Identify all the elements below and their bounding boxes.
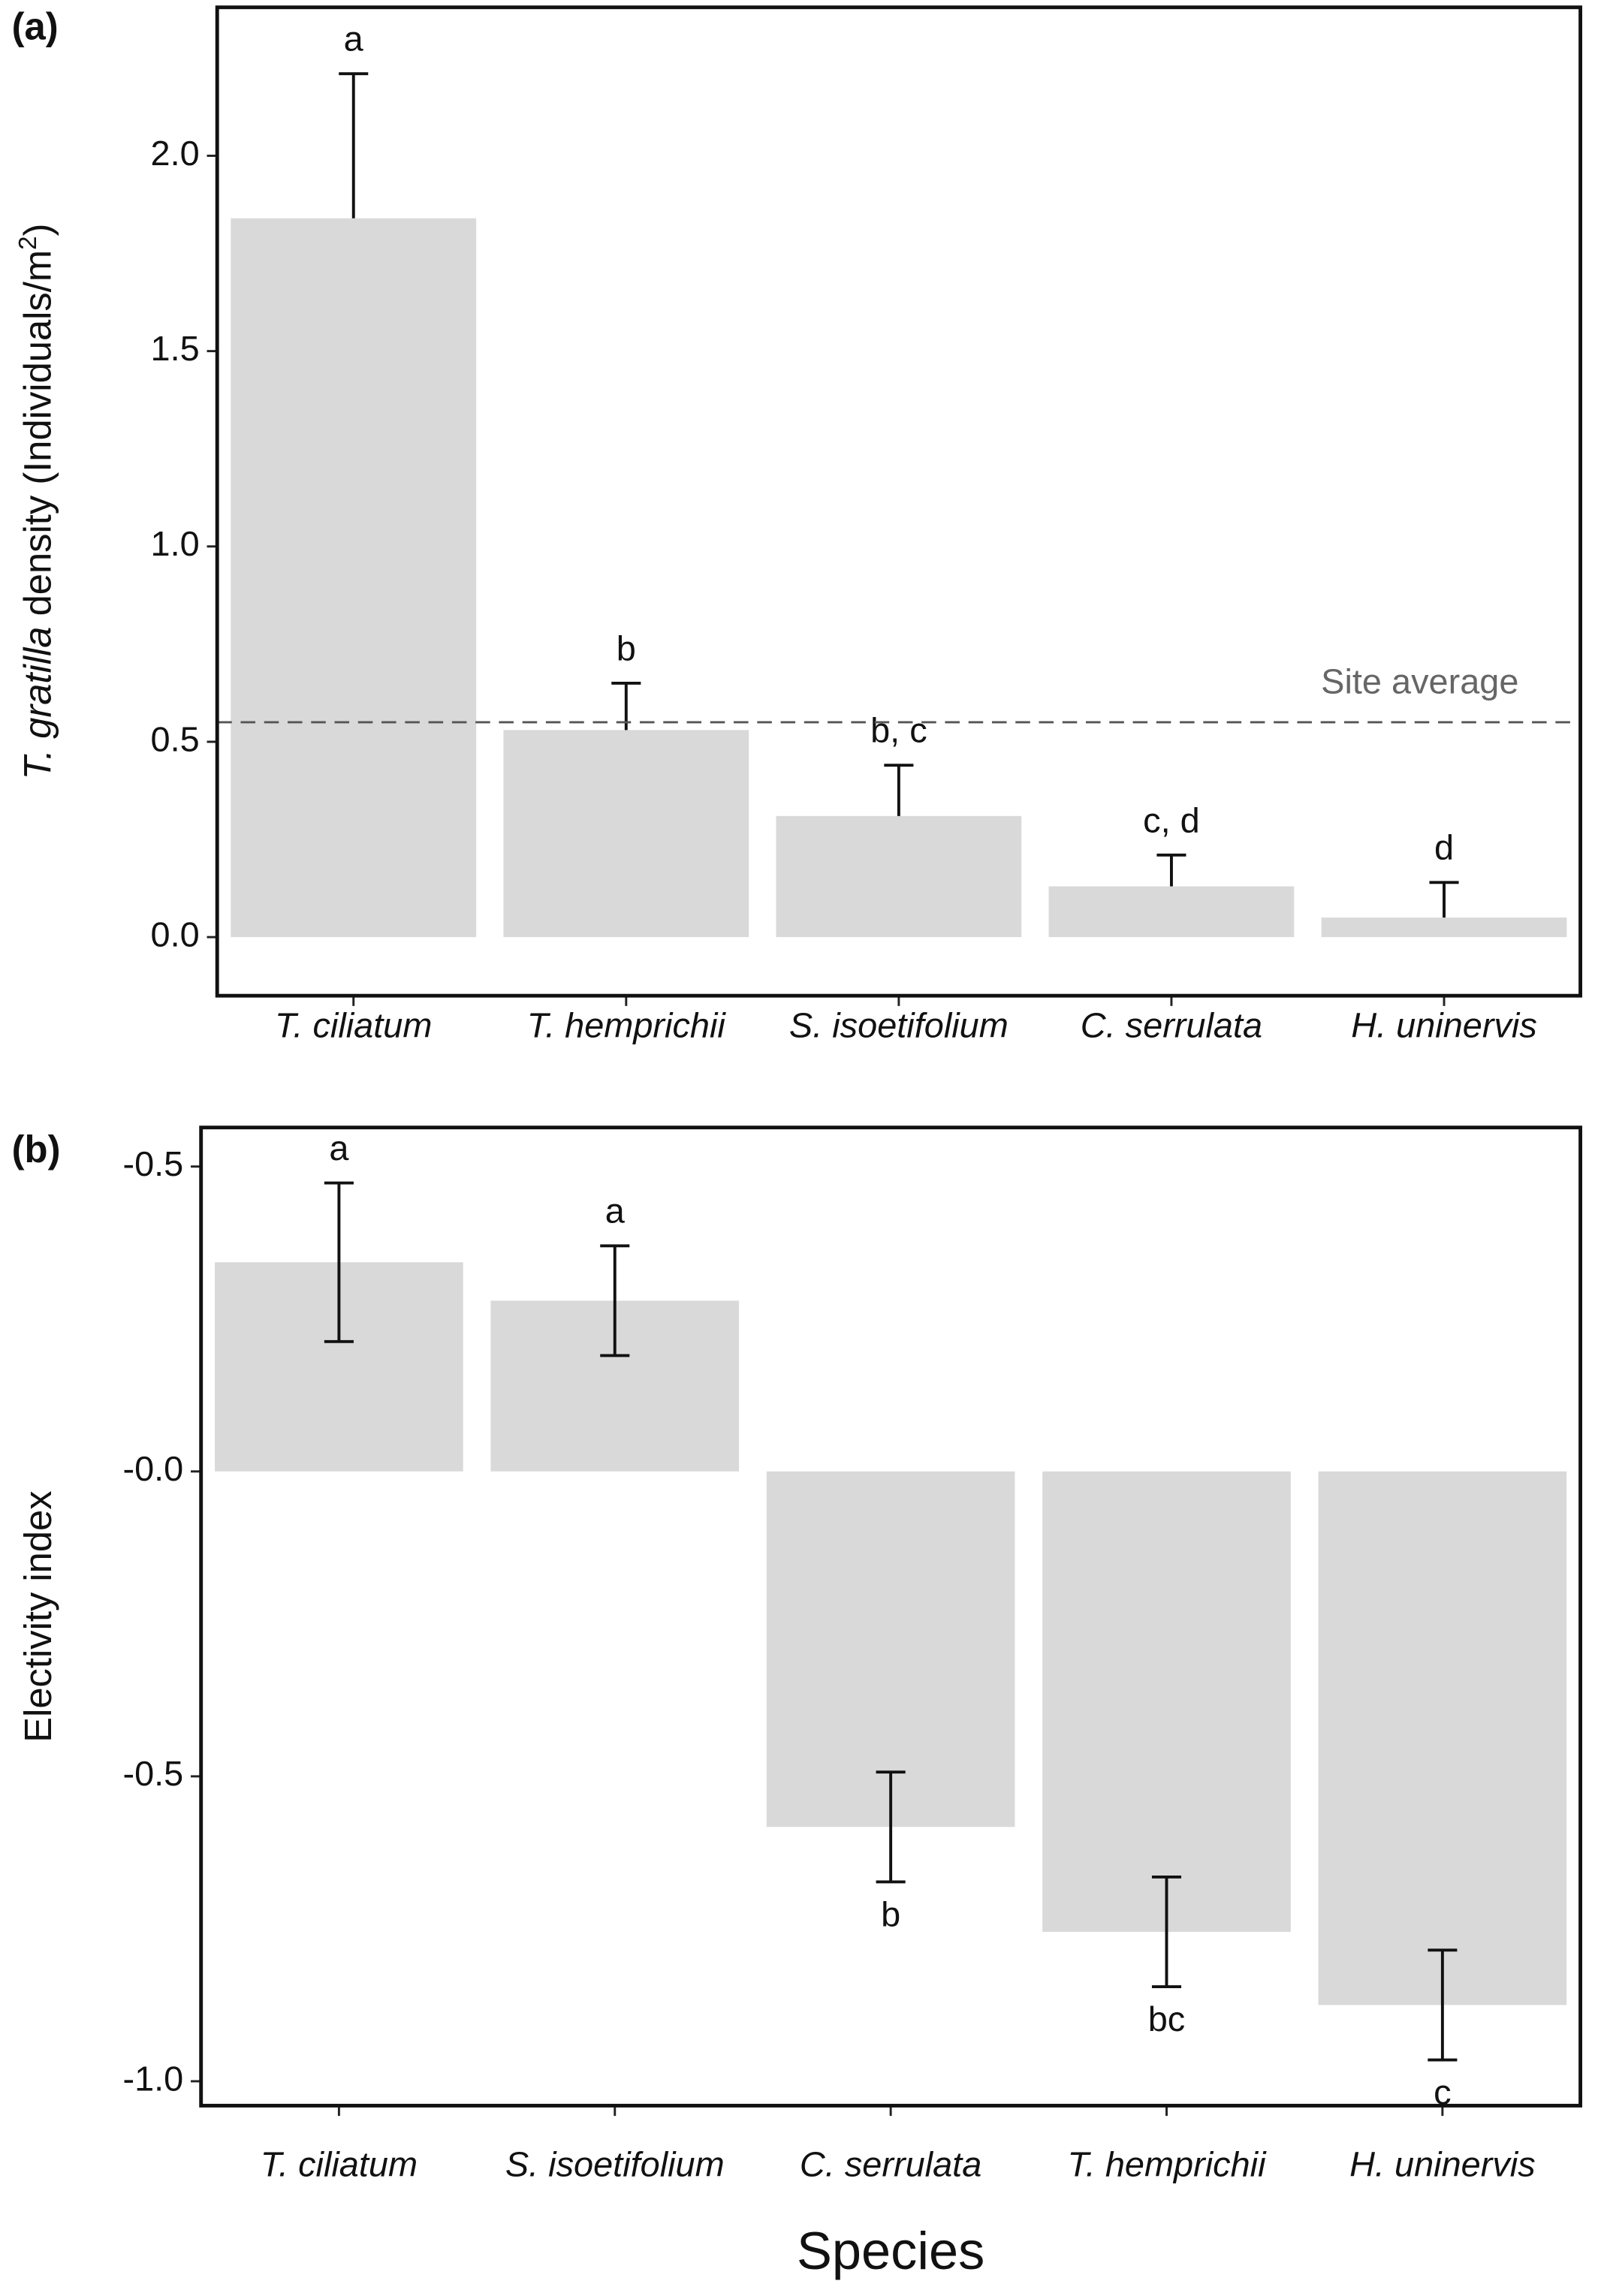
significance-letter: c, d xyxy=(1143,800,1200,839)
panel-label: (a) xyxy=(12,5,59,47)
significance-letter: a xyxy=(605,1192,626,1231)
plot-frame xyxy=(199,1125,1582,2108)
y-tick-label: 0.5 xyxy=(151,719,200,758)
y-axis-label: Electivity index xyxy=(17,1490,59,1742)
y-tick-label: -0.5 xyxy=(122,1754,183,1793)
x-tick-label: T. ciliatum xyxy=(275,1005,432,1044)
bar xyxy=(776,815,1022,938)
significance-letter: c xyxy=(1434,2073,1451,2112)
significance-letter: b xyxy=(881,1895,900,1934)
bar xyxy=(231,218,477,938)
significance-letter: b, c xyxy=(870,711,927,750)
significance-letter: a xyxy=(344,20,364,59)
y-axis-label: T. gratilla density (Individuals/m2) xyxy=(14,224,59,780)
significance-letter: d xyxy=(1434,828,1454,867)
y-axis-label-part: 2 xyxy=(14,236,42,249)
x-tick-label: S. isoetifolium xyxy=(789,1005,1009,1044)
y-tick-label: -1.0 xyxy=(122,2059,183,2098)
significance-letter: a xyxy=(329,1128,349,1168)
y-tick-label: 1.5 xyxy=(151,329,200,368)
bar xyxy=(1318,1471,1567,2005)
bar xyxy=(503,730,749,938)
x-axis-label: Species xyxy=(797,2221,984,2280)
bar xyxy=(1048,886,1295,938)
reference-label: Site average xyxy=(1321,662,1518,701)
bar xyxy=(1321,917,1567,938)
y-axis-label-part: ) xyxy=(17,224,59,237)
y-tick-label: -0.0 xyxy=(122,1449,183,1488)
panel-label: (b) xyxy=(12,1128,61,1171)
x-tick-label: T. ciliatum xyxy=(261,2145,418,2184)
x-tick-label: C. serrulata xyxy=(800,2145,981,2184)
bar xyxy=(1042,1471,1291,1932)
y-tick-label: 1.0 xyxy=(151,524,200,563)
plot-frame xyxy=(215,5,1582,998)
x-tick-label: H. uninervis xyxy=(1351,1005,1537,1044)
significance-letter: b xyxy=(617,628,636,667)
x-tick-label: T. hemprichii xyxy=(1067,2145,1267,2184)
y-axis-label-part: T. gratilla xyxy=(17,626,59,779)
y-tick-label: -0.5 xyxy=(122,1144,183,1183)
significance-letter: bc xyxy=(1148,1999,1186,2038)
y-tick-label: 2.0 xyxy=(151,134,200,173)
y-tick-label: 0.0 xyxy=(151,915,200,954)
y-axis-label-part: density (Individuals/m xyxy=(17,250,59,627)
x-tick-label: S. isoetifolium xyxy=(505,2145,725,2184)
bar xyxy=(766,1471,1015,1827)
x-tick-label: C. serrulata xyxy=(1081,1005,1262,1044)
x-tick-label: T. hemprichii xyxy=(527,1005,727,1044)
x-tick-label: H. uninervis xyxy=(1349,2145,1536,2184)
